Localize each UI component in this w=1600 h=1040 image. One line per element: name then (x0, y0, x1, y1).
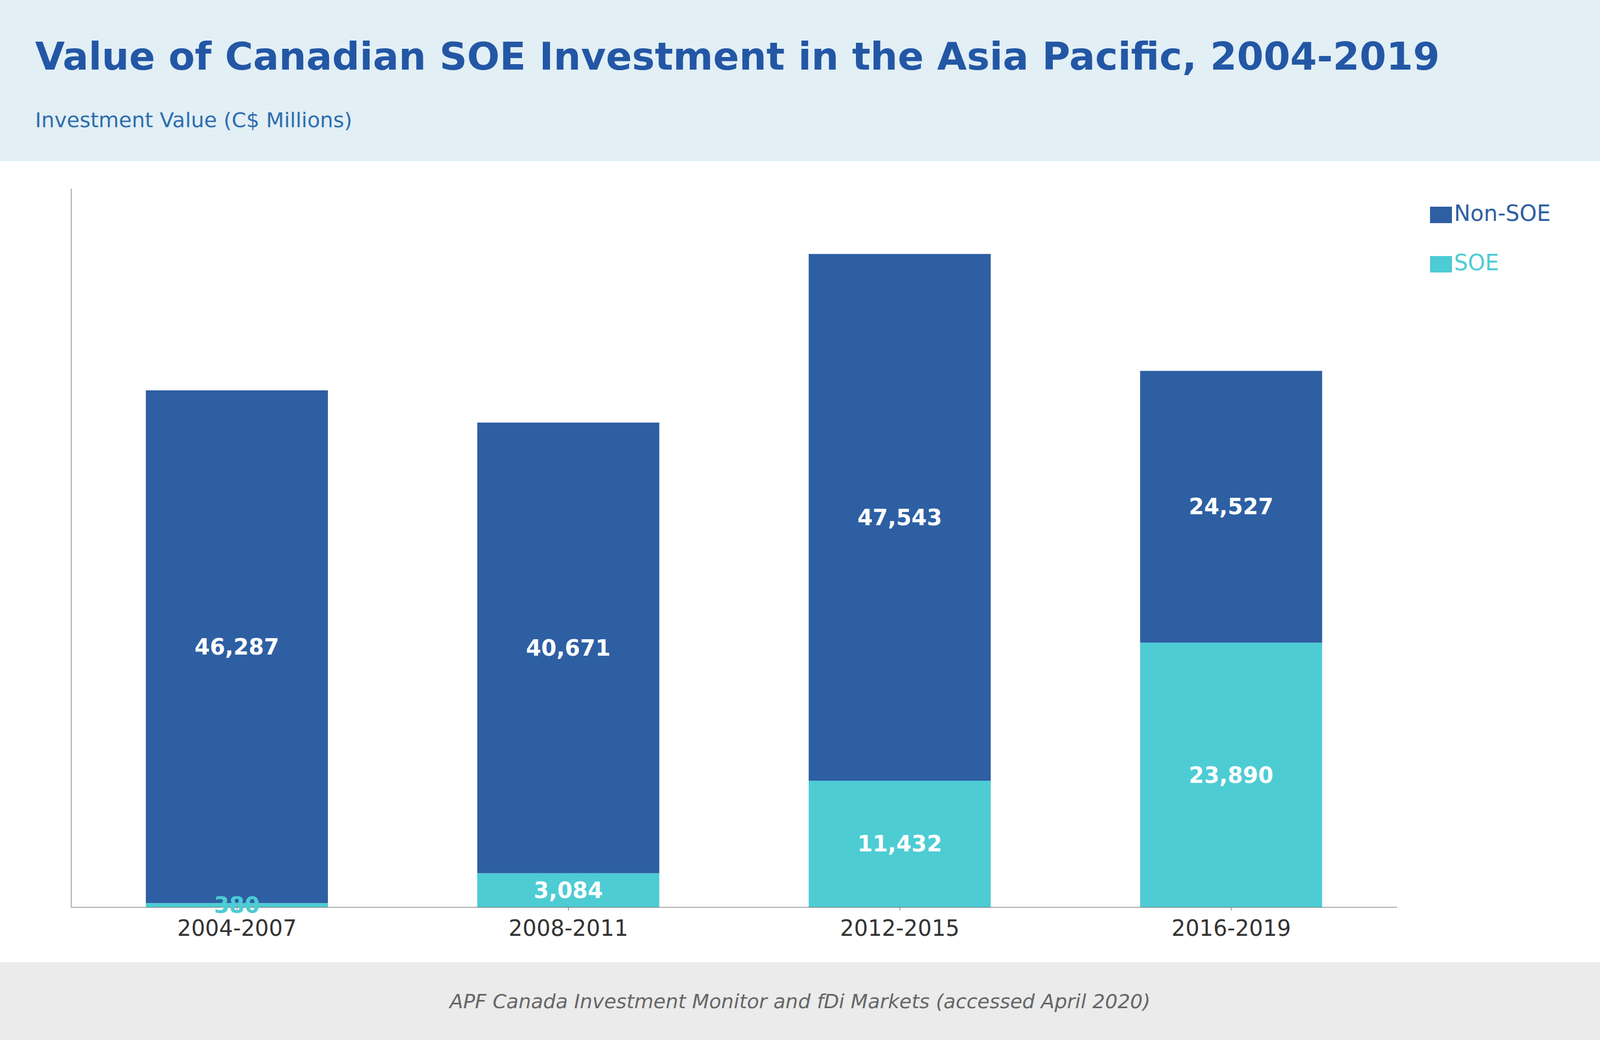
html-text:Non-SOE: Non-SOE (1453, 200, 1551, 226)
svg-text:380: 380 (213, 892, 260, 918)
svg-text:46,287: 46,287 (194, 634, 280, 660)
svg-text:2012-2015: 2012-2015 (840, 915, 960, 941)
svg-text:47,543: 47,543 (857, 505, 943, 531)
html-text:Value of Canadian SOE Investme: Value of Canadian SOE Investment in the … (35, 33, 1440, 79)
svg-text:2008-2011: 2008-2011 (508, 915, 629, 941)
svg-text:3,084: 3,084 (533, 877, 604, 904)
svg-text:23,890: 23,890 (1188, 762, 1274, 788)
svg-text:2016-2019: 2016-2019 (1171, 915, 1291, 941)
html-text:SOE: SOE (1453, 250, 1499, 276)
svg-text:24,527: 24,527 (1188, 494, 1274, 520)
svg-text:40,671: 40,671 (525, 635, 611, 661)
html-text:Investment Value (C$ Millions): Investment Value (C$ Millions) (35, 108, 353, 133)
html-text:APF Canada Investment Monitor: APF Canada Investment Monitor and fDi Ma… (449, 989, 1151, 1013)
svg-text:11,432: 11,432 (857, 831, 943, 857)
svg-text:2004-2007: 2004-2007 (177, 915, 297, 941)
